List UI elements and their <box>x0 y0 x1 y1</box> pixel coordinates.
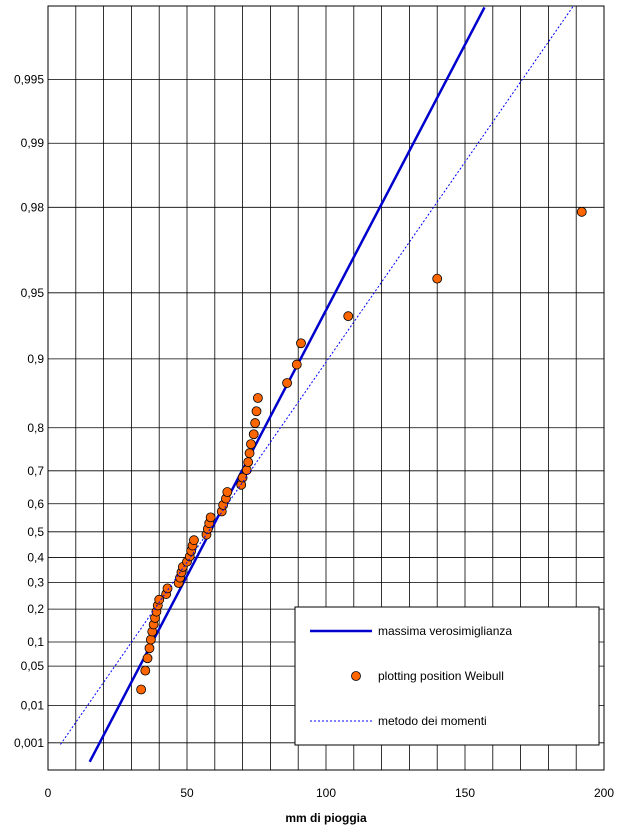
data-point-weibull <box>291 359 302 370</box>
data-point-weibull <box>144 643 155 654</box>
data-point-weibull <box>222 487 233 497</box>
data-point-weibull <box>145 634 156 645</box>
data-point-weibull <box>343 311 354 322</box>
data-point-weibull <box>432 273 443 284</box>
x-tick-label: 0 <box>45 786 52 800</box>
legend-label-weibull: plotting position Weibull <box>378 669 504 683</box>
legend-symbol-weibull-point <box>351 671 361 681</box>
data-point-weibull <box>282 378 292 388</box>
y-tick-label: 0,95 <box>21 286 45 300</box>
data-point-weibull <box>237 472 248 483</box>
x-tick-label: 200 <box>594 786 614 800</box>
y-tick-label: 0,3 <box>27 575 44 589</box>
x-tick-label: 150 <box>455 786 475 800</box>
data-point-weibull <box>252 393 263 403</box>
data-point-weibull <box>241 465 252 475</box>
y-tick-label: 0,5 <box>27 525 44 539</box>
legend-label-moments: metodo dei momenti <box>378 714 487 728</box>
data-point-weibull <box>248 429 259 440</box>
data-point-weibull <box>244 448 255 459</box>
data-point-weibull <box>576 206 587 217</box>
y-tick-label: 0,001 <box>14 736 44 750</box>
tick-label-layer: 0 50 100 150 200 0,001 0,01 0,05 0,1 0,2 0,3 0,4 0,5… <box>14 72 614 800</box>
legend-label-ml: massima verosimiglianza <box>378 624 512 638</box>
data-point-weibull <box>246 439 256 449</box>
x-tick-label: 50 <box>180 786 194 800</box>
y-tick-label: 0,9 <box>27 352 44 366</box>
data-point-weibull <box>140 665 151 676</box>
y-tick-label: 0,99 <box>21 136 45 150</box>
series-line-metodo-dei-momenti <box>60 6 574 745</box>
y-tick-label: 0,2 <box>27 602 44 616</box>
data-point-weibull <box>136 684 147 695</box>
y-tick-label: 0,1 <box>27 635 44 649</box>
y-tick-label: 0,6 <box>27 497 44 511</box>
legend: massima verosimiglianza plotting positio… <box>294 606 600 746</box>
legend-box <box>294 606 600 746</box>
plot-frame <box>47 5 605 771</box>
data-point-weibull <box>243 457 254 467</box>
y-tick-label: 0,05 <box>21 659 45 673</box>
x-axis-title: mm di pioggia <box>285 811 367 825</box>
data-point-weibull <box>142 653 153 664</box>
data-point-weibull <box>296 338 306 349</box>
series-layer <box>60 6 587 763</box>
data-point-weibull <box>251 406 262 417</box>
data-point-weibull <box>205 512 216 523</box>
y-tick-label: 0,995 <box>14 72 44 86</box>
data-point-weibull <box>162 583 173 594</box>
y-tick-label: 0,01 <box>21 699 45 713</box>
x-tick-label: 100 <box>316 786 336 800</box>
y-tick-label: 0,7 <box>27 464 44 478</box>
data-point-weibull <box>154 594 165 605</box>
y-tick-label: 0,4 <box>27 550 44 564</box>
y-tick-label: 0,8 <box>27 421 44 435</box>
data-point-weibull <box>250 418 261 428</box>
y-tick-label: 0,98 <box>21 200 45 214</box>
data-point-weibull <box>189 535 199 546</box>
